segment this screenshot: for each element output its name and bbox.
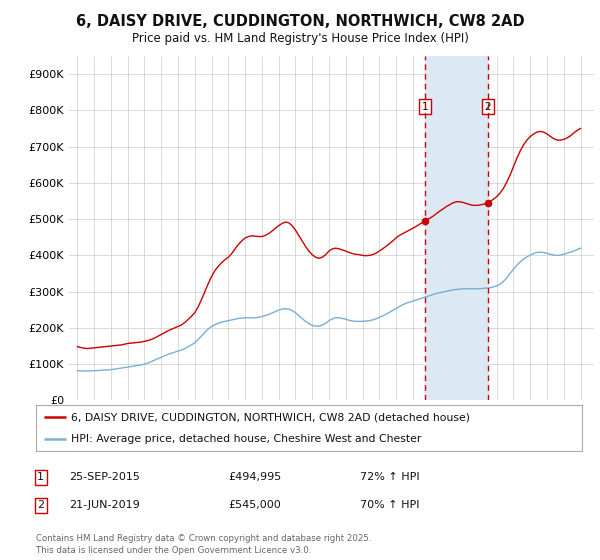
Text: 2: 2	[37, 500, 44, 510]
Text: 1: 1	[422, 102, 428, 112]
Text: Contains HM Land Registry data © Crown copyright and database right 2025.
This d: Contains HM Land Registry data © Crown c…	[36, 534, 371, 555]
Text: £545,000: £545,000	[228, 500, 281, 510]
Text: 2: 2	[485, 102, 491, 112]
Text: 25-SEP-2015: 25-SEP-2015	[69, 472, 140, 482]
Text: 21-JUN-2019: 21-JUN-2019	[69, 500, 140, 510]
Text: £494,995: £494,995	[228, 472, 281, 482]
Text: Price paid vs. HM Land Registry's House Price Index (HPI): Price paid vs. HM Land Registry's House …	[131, 32, 469, 45]
Bar	[425, 56, 488, 400]
Text: 70% ↑ HPI: 70% ↑ HPI	[360, 500, 419, 510]
Text: 6, DAISY DRIVE, CUDDINGTON, NORTHWICH, CW8 2AD: 6, DAISY DRIVE, CUDDINGTON, NORTHWICH, C…	[76, 14, 524, 29]
Text: HPI: Average price, detached house, Cheshire West and Chester: HPI: Average price, detached house, Ches…	[71, 435, 422, 444]
Text: 6, DAISY DRIVE, CUDDINGTON, NORTHWICH, CW8 2AD (detached house): 6, DAISY DRIVE, CUDDINGTON, NORTHWICH, C…	[71, 412, 470, 422]
Text: 72% ↑ HPI: 72% ↑ HPI	[360, 472, 419, 482]
Text: 1: 1	[37, 472, 44, 482]
